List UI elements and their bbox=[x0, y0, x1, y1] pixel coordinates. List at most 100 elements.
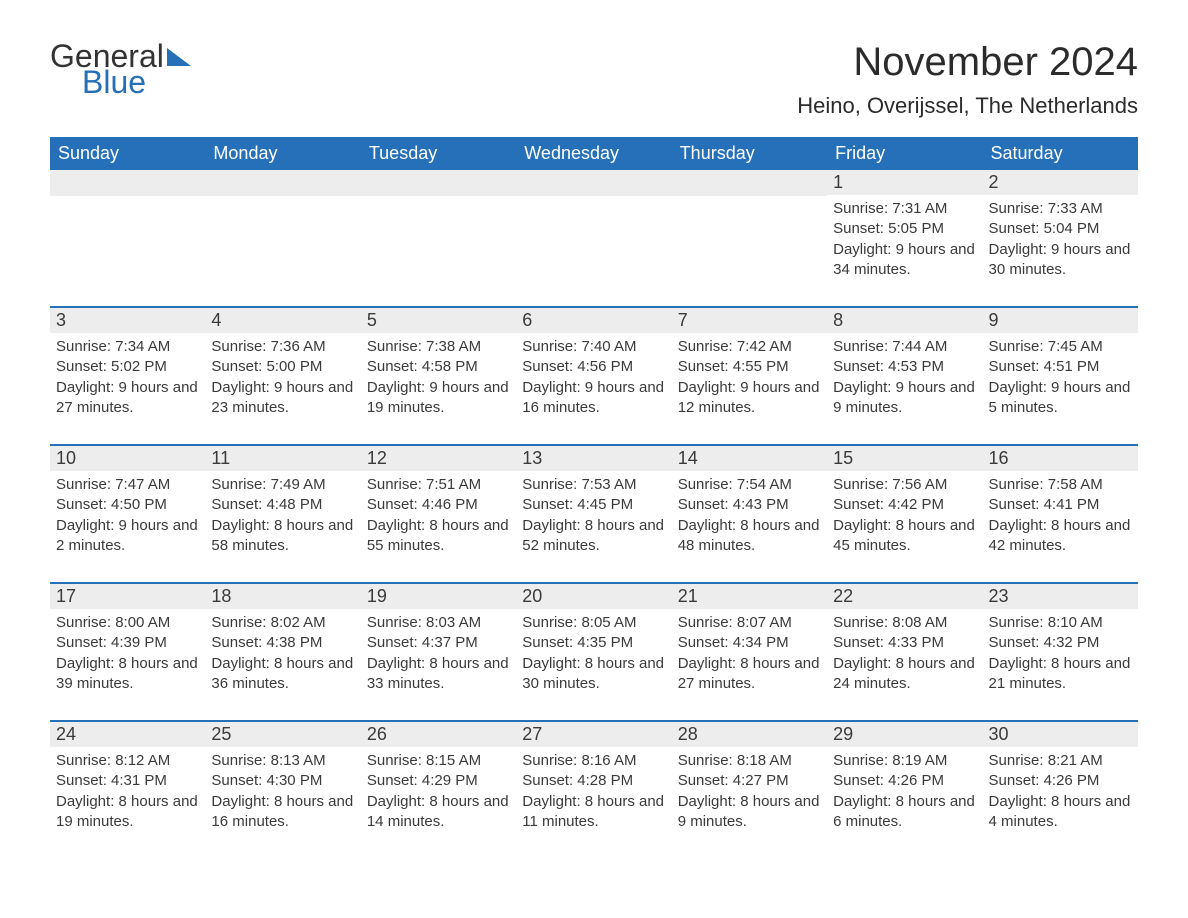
day-number: 3 bbox=[50, 308, 205, 333]
sunset-text: Sunset: 4:56 PM bbox=[522, 357, 665, 377]
week-row: 1Sunrise: 7:31 AMSunset: 5:05 PMDaylight… bbox=[50, 170, 1138, 284]
day-details: Sunrise: 7:47 AMSunset: 4:50 PMDaylight:… bbox=[50, 471, 205, 560]
sunrise-text: Sunrise: 8:16 AM bbox=[522, 751, 665, 771]
day-cell: 14Sunrise: 7:54 AMSunset: 4:43 PMDayligh… bbox=[672, 446, 827, 560]
sunrise-text: Sunrise: 8:03 AM bbox=[367, 613, 510, 633]
day-cell: 21 Sunrise: 8:07 AMSunset: 4:34 PMDayligh… bbox=[672, 584, 827, 698]
brand-word2: Blue bbox=[82, 66, 191, 98]
day-cell: 27Sunrise: 8:16 AMSunset: 4:28 PMDayligh… bbox=[516, 722, 671, 836]
brand-logo: General Blue bbox=[50, 40, 191, 98]
day-cell bbox=[205, 170, 360, 284]
sunrise-text: Sunrise: 7:49 AM bbox=[211, 475, 354, 495]
day-number bbox=[205, 170, 360, 196]
sunrise-text: Sunrise: 7:54 AM bbox=[678, 475, 821, 495]
sunrise-text: Sunrise: 8:12 AM bbox=[56, 751, 199, 771]
sunset-text: Sunset: 4:46 PM bbox=[367, 495, 510, 515]
day-cell: 25Sunrise: 8:13 AMSunset: 4:30 PMDayligh… bbox=[205, 722, 360, 836]
day-header-tuesday: Tuesday bbox=[361, 137, 516, 170]
sunset-text: Sunset: 5:00 PM bbox=[211, 357, 354, 377]
weeks-container: 1Sunrise: 7:31 AMSunset: 5:05 PMDaylight… bbox=[50, 170, 1138, 836]
day-details: Sunrise: 8:05 AMSunset: 4:35 PMDaylight:… bbox=[516, 609, 671, 698]
day-number: 20 bbox=[516, 584, 671, 609]
day-number: 13 bbox=[516, 446, 671, 471]
day-number: 21 bbox=[672, 584, 827, 609]
daylight-text: Daylight: 8 hours and 48 minutes. bbox=[678, 516, 821, 557]
sunset-text: Sunset: 5:02 PM bbox=[56, 357, 199, 377]
daylight-text: Daylight: 8 hours and 24 minutes. bbox=[833, 654, 976, 695]
day-details: Sunrise: 7:36 AMSunset: 5:00 PMDaylight:… bbox=[205, 333, 360, 422]
day-number bbox=[361, 170, 516, 196]
daylight-text: Daylight: 9 hours and 30 minutes. bbox=[989, 240, 1132, 281]
day-details: Sunrise: 7:38 AMSunset: 4:58 PMDaylight:… bbox=[361, 333, 516, 422]
week-row: 24Sunrise: 8:12 AMSunset: 4:31 PMDayligh… bbox=[50, 720, 1138, 836]
day-cell bbox=[672, 170, 827, 284]
sunset-text: Sunset: 4:53 PM bbox=[833, 357, 976, 377]
daylight-text: Daylight: 9 hours and 2 minutes. bbox=[56, 516, 199, 557]
day-cell: 13Sunrise: 7:53 AMSunset: 4:45 PMDayligh… bbox=[516, 446, 671, 560]
sunrise-text: Sunrise: 7:40 AM bbox=[522, 337, 665, 357]
day-details: Sunrise: 8:03 AMSunset: 4:37 PMDaylight:… bbox=[361, 609, 516, 698]
day-cell: 9Sunrise: 7:45 AMSunset: 4:51 PMDaylight… bbox=[983, 308, 1138, 422]
sunrise-text: Sunrise: 8:21 AM bbox=[989, 751, 1132, 771]
day-cell: 17Sunrise: 8:00 AMSunset: 4:39 PMDayligh… bbox=[50, 584, 205, 698]
day-number bbox=[516, 170, 671, 196]
sunset-text: Sunset: 4:55 PM bbox=[678, 357, 821, 377]
day-details: Sunrise: 8:21 AMSunset: 4:26 PMDaylight:… bbox=[983, 747, 1138, 836]
sunset-text: Sunset: 4:35 PM bbox=[522, 633, 665, 653]
daylight-text: Daylight: 8 hours and 33 minutes. bbox=[367, 654, 510, 695]
day-number: 19 bbox=[361, 584, 516, 609]
daylight-text: Daylight: 9 hours and 19 minutes. bbox=[367, 378, 510, 419]
daylight-text: Daylight: 9 hours and 34 minutes. bbox=[833, 240, 976, 281]
day-number bbox=[50, 170, 205, 196]
day-cell: 11Sunrise: 7:49 AMSunset: 4:48 PMDayligh… bbox=[205, 446, 360, 560]
day-cell: 18Sunrise: 8:02 AMSunset: 4:38 PMDayligh… bbox=[205, 584, 360, 698]
day-details: Sunrise: 8:12 AMSunset: 4:31 PMDaylight:… bbox=[50, 747, 205, 836]
week-row: 17Sunrise: 8:00 AMSunset: 4:39 PMDayligh… bbox=[50, 582, 1138, 698]
day-details: Sunrise: 7:53 AMSunset: 4:45 PMDaylight:… bbox=[516, 471, 671, 560]
day-number: 9 bbox=[983, 308, 1138, 333]
day-cell: 5Sunrise: 7:38 AMSunset: 4:58 PMDaylight… bbox=[361, 308, 516, 422]
daylight-text: Daylight: 8 hours and 9 minutes. bbox=[678, 792, 821, 833]
day-cell: 1Sunrise: 7:31 AMSunset: 5:05 PMDaylight… bbox=[827, 170, 982, 284]
sunset-text: Sunset: 4:27 PM bbox=[678, 771, 821, 791]
day-cell: 12Sunrise: 7:51 AMSunset: 4:46 PMDayligh… bbox=[361, 446, 516, 560]
sunset-text: Sunset: 4:41 PM bbox=[989, 495, 1132, 515]
day-number: 27 bbox=[516, 722, 671, 747]
sunrise-text: Sunrise: 8:19 AM bbox=[833, 751, 976, 771]
sunrise-text: Sunrise: 8:18 AM bbox=[678, 751, 821, 771]
day-details: Sunrise: 8:08 AMSunset: 4:33 PMDaylight:… bbox=[827, 609, 982, 698]
day-details: Sunrise: 8:15 AMSunset: 4:29 PMDaylight:… bbox=[361, 747, 516, 836]
day-number: 22 bbox=[827, 584, 982, 609]
day-number: 17 bbox=[50, 584, 205, 609]
day-number: 15 bbox=[827, 446, 982, 471]
day-header-monday: Monday bbox=[205, 137, 360, 170]
daylight-text: Daylight: 8 hours and 27 minutes. bbox=[678, 654, 821, 695]
day-cell: 3Sunrise: 7:34 AMSunset: 5:02 PMDaylight… bbox=[50, 308, 205, 422]
sunset-text: Sunset: 4:58 PM bbox=[367, 357, 510, 377]
sunrise-text: Sunrise: 8:07 AM bbox=[678, 613, 821, 633]
day-details: Sunrise: 7:40 AMSunset: 4:56 PMDaylight:… bbox=[516, 333, 671, 422]
sunset-text: Sunset: 4:39 PM bbox=[56, 633, 199, 653]
day-details: Sunrise: 7:54 AMSunset: 4:43 PMDaylight:… bbox=[672, 471, 827, 560]
day-cell bbox=[516, 170, 671, 284]
sunset-text: Sunset: 4:42 PM bbox=[833, 495, 976, 515]
daylight-text: Daylight: 8 hours and 45 minutes. bbox=[833, 516, 976, 557]
day-details: Sunrise: 7:31 AMSunset: 5:05 PMDaylight:… bbox=[827, 195, 982, 284]
day-number: 5 bbox=[361, 308, 516, 333]
day-details: Sunrise: 8:00 AMSunset: 4:39 PMDaylight:… bbox=[50, 609, 205, 698]
day-number: 7 bbox=[672, 308, 827, 333]
day-cell: 19Sunrise: 8:03 AMSunset: 4:37 PMDayligh… bbox=[361, 584, 516, 698]
day-cell: 8Sunrise: 7:44 AMSunset: 4:53 PMDaylight… bbox=[827, 308, 982, 422]
sunset-text: Sunset: 4:33 PM bbox=[833, 633, 976, 653]
daylight-text: Daylight: 8 hours and 11 minutes. bbox=[522, 792, 665, 833]
day-cell: 15Sunrise: 7:56 AMSunset: 4:42 PMDayligh… bbox=[827, 446, 982, 560]
day-number: 10 bbox=[50, 446, 205, 471]
daylight-text: Daylight: 9 hours and 12 minutes. bbox=[678, 378, 821, 419]
day-details: Sunrise: 7:56 AMSunset: 4:42 PMDaylight:… bbox=[827, 471, 982, 560]
daylight-text: Daylight: 8 hours and 42 minutes. bbox=[989, 516, 1132, 557]
daylight-text: Daylight: 9 hours and 5 minutes. bbox=[989, 378, 1132, 419]
sunset-text: Sunset: 4:45 PM bbox=[522, 495, 665, 515]
sunrise-text: Sunrise: 7:38 AM bbox=[367, 337, 510, 357]
sunset-text: Sunset: 4:34 PM bbox=[678, 633, 821, 653]
daylight-text: Daylight: 8 hours and 30 minutes. bbox=[522, 654, 665, 695]
